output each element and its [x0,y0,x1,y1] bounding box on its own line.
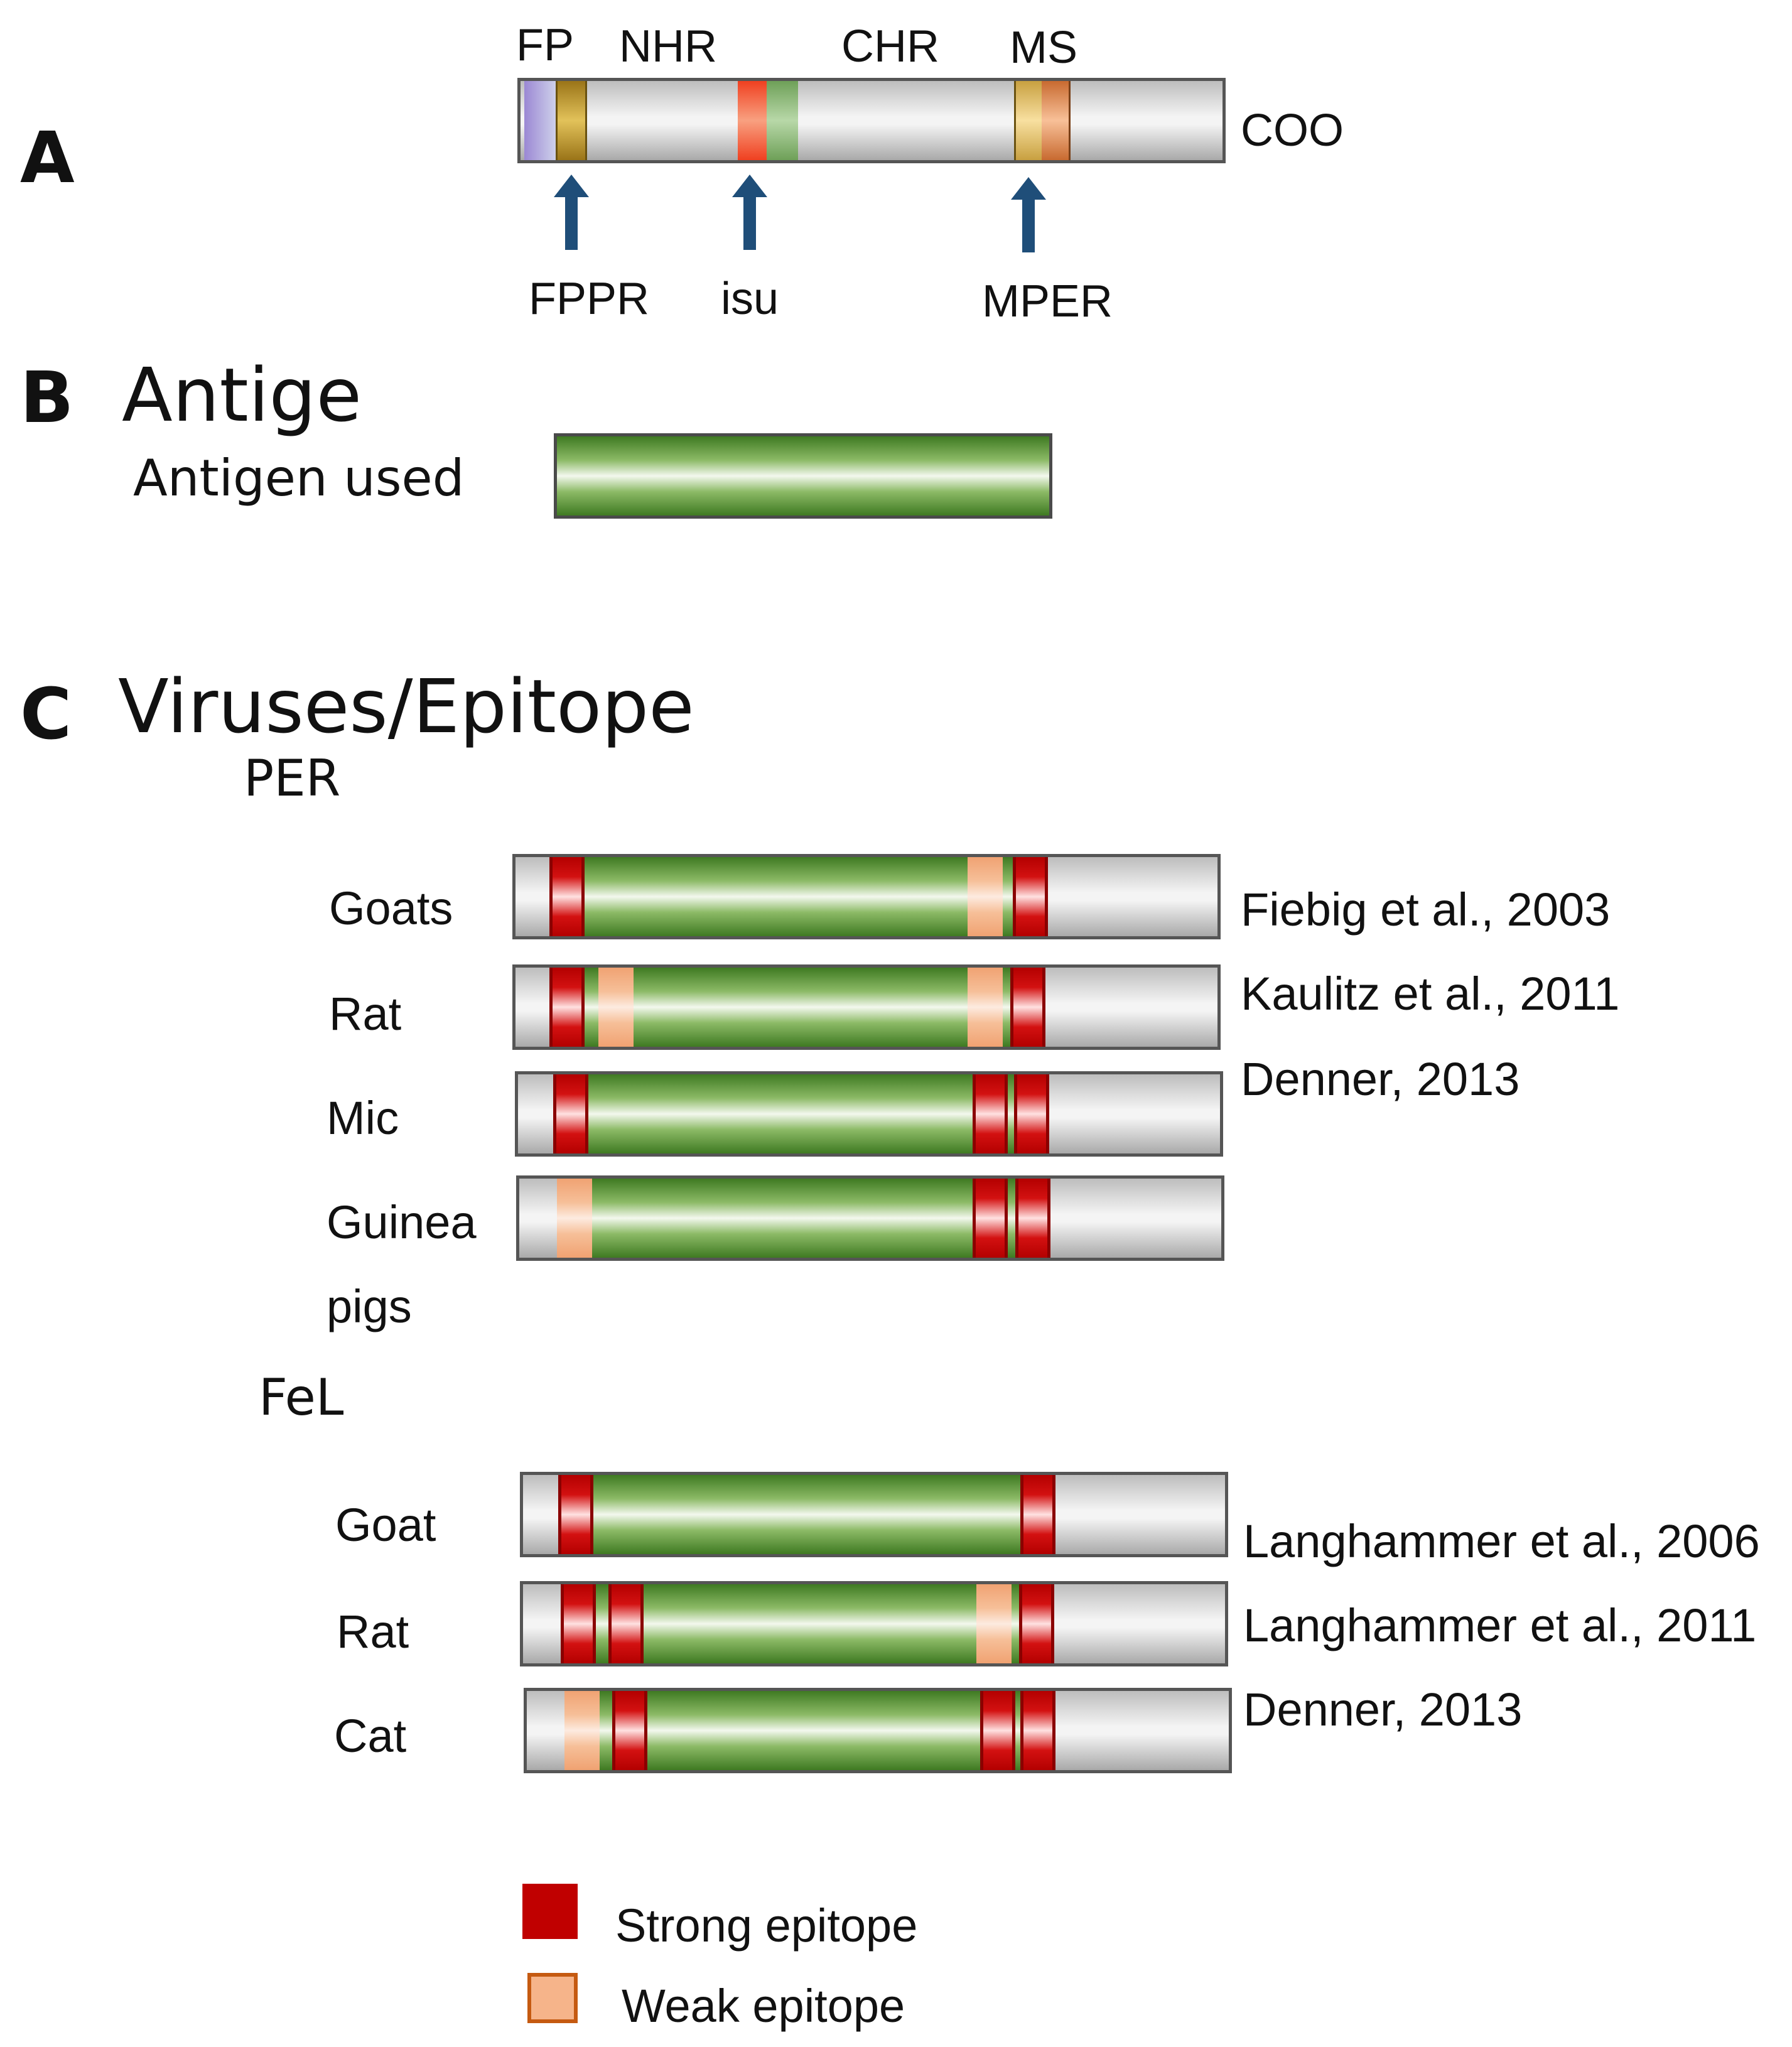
species-label-line2: pigs [327,1280,412,1332]
reference-label: Fiebig et al., 2003 [1241,883,1611,936]
strong-epitope [973,1074,1008,1153]
isu-arrow-icon [732,175,767,250]
epitope-bar-per-guinea-pigs [516,1175,1224,1261]
species-label: Rat [337,1606,409,1658]
strong-epitope [1015,1179,1050,1258]
strong-epitope [553,1074,588,1153]
weak-epitope [976,1584,1012,1663]
epitope-bar-per-rat [512,964,1221,1050]
panel-a-letter: A [20,117,75,199]
isu-label: isu [721,274,779,324]
strong-epitope [608,1584,644,1663]
panel-b-letter: B [20,357,74,439]
isu-adjacent-segment [767,81,798,160]
panel-b-heading: Antige [122,352,362,438]
legend-strong-swatch [522,1884,578,1939]
ms-segment-1 [1014,81,1042,160]
reference-label: Langhammer et al., 2011 [1243,1599,1757,1651]
green-region [558,1475,1043,1554]
fp-segment [524,81,556,160]
species-label: Guinea [327,1196,477,1248]
epitope-bar-per-mic [515,1071,1223,1157]
fppr-arrow-icon [554,175,589,250]
weak-epitope [968,968,1003,1047]
domain-label-fp: FP [516,20,575,70]
weak-epitope [557,1179,592,1258]
domain-label-nhr: NHR [619,21,717,72]
weak-epitope [598,968,634,1047]
epitope-bar-fel-goat [520,1472,1228,1557]
env-protein-bar [517,78,1226,163]
strong-epitope [549,857,585,936]
epitope-bar-fel-cat [524,1688,1232,1773]
strong-epitope [1014,1074,1049,1153]
weak-epitope [564,1691,600,1770]
legend-weak-label: Weak epitope [622,1980,905,2032]
panel-c-letter: C [20,674,72,755]
mper-label: MPER [982,276,1113,327]
reference-label: Langhammer et al., 2006 [1243,1515,1760,1567]
fppr-label: FPPR [529,274,650,324]
strong-epitope [549,968,585,1047]
strong-epitope [1013,857,1048,936]
epitope-bar-per-goats [512,854,1221,939]
green-region [557,1179,1019,1258]
isu-segment [738,81,767,160]
strong-epitope [1020,1691,1055,1770]
virus-group-fel: FeL [259,1368,344,1427]
fppr-segment [556,81,587,160]
reference-label: Denner, 2013 [1241,1053,1520,1105]
strong-epitope [1020,1475,1055,1554]
strong-epitope [561,1584,596,1663]
species-label: Cat [334,1710,407,1762]
strong-epitope [1010,968,1045,1047]
domain-label-chr: CHR [841,21,939,72]
epitope-bar-fel-rat [520,1581,1228,1666]
antigen-used-label: Antigen used [133,449,465,507]
domain-label-ms: MS [1010,23,1077,73]
species-label: Goat [335,1499,436,1551]
species-label: Mic [327,1092,399,1144]
species-label: Rat [329,988,402,1040]
strong-epitope [1019,1584,1054,1663]
legend-weak-swatch [527,1973,578,2023]
mper-arrow-icon [1011,177,1046,252]
panel-c-heading: Viruses/Epitope [118,663,694,750]
ms-segment-2 [1042,81,1071,160]
green-region [549,857,1013,936]
strong-epitope [612,1691,647,1770]
strong-epitope [973,1179,1008,1258]
strong-epitope [980,1691,1015,1770]
virus-group-per: PER [244,749,341,807]
strong-epitope [558,1475,593,1554]
weak-epitope [968,857,1003,936]
reference-label: Kaulitz et al., 2011 [1241,968,1620,1020]
reference-label: Denner, 2013 [1243,1683,1523,1736]
green-region [553,1074,1017,1153]
species-label: Goats [329,882,453,934]
legend-strong-label: Strong epitope [615,1899,918,1952]
cterm-label: COO [1241,105,1344,156]
antigen-bar [554,433,1052,519]
